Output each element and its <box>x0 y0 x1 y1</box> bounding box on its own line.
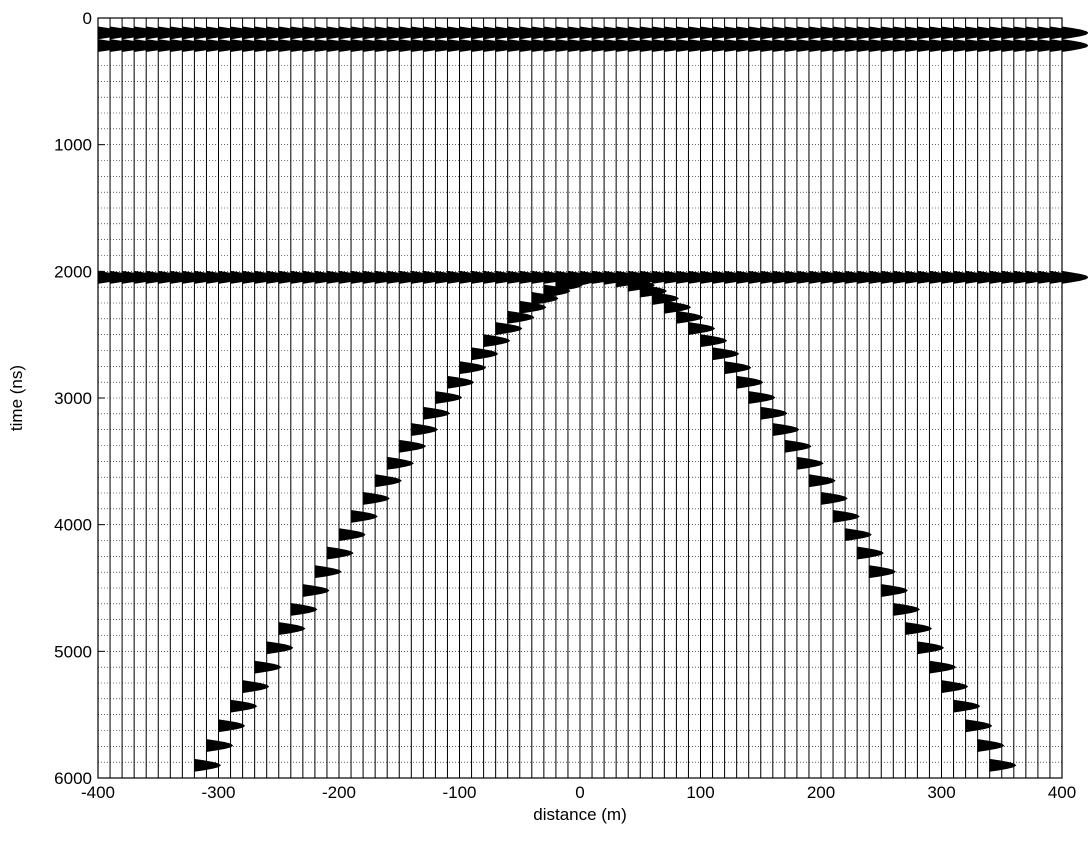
wavelet-fill <box>338 528 366 542</box>
wavelet-fill <box>326 546 354 560</box>
wavelet-fill <box>880 584 908 597</box>
x-tick-label: -200 <box>322 783 356 802</box>
wavelet-fill <box>495 322 523 335</box>
wavelet-fill <box>1061 26 1088 40</box>
y-tick-label: 0 <box>83 9 92 28</box>
wavelet-fill <box>989 758 1017 772</box>
wavelet-fill <box>398 439 426 453</box>
wavelet-fill <box>832 509 860 523</box>
wavelet-fill <box>254 660 282 674</box>
wavelet-fill <box>410 423 438 437</box>
y-tick-label: 6000 <box>54 769 92 788</box>
trace <box>989 18 1017 778</box>
wavelet-fill <box>471 347 499 361</box>
trace <box>350 18 378 778</box>
wavelet-fill <box>386 456 414 470</box>
wavelet-fill <box>772 423 800 437</box>
x-tick-label: -400 <box>81 783 115 802</box>
y-tick-label: 2000 <box>54 262 92 281</box>
wavelet-fill <box>206 739 234 752</box>
wavelet-fill <box>856 546 884 560</box>
wavelet-fill <box>242 680 270 694</box>
wavelet-fill <box>808 474 836 488</box>
wavelet-fill <box>977 739 1005 752</box>
wavelet-fill <box>278 622 306 636</box>
trace <box>868 18 896 778</box>
wavelet-fill <box>290 602 318 616</box>
x-tick-label: -100 <box>442 783 476 802</box>
x-tick-label: 200 <box>807 783 835 802</box>
wavelet-fill <box>784 439 812 453</box>
wavelet-fill <box>218 719 246 733</box>
trace <box>724 18 752 778</box>
trace <box>290 18 318 778</box>
wavelet-fill <box>892 602 920 616</box>
wavelet-fill <box>435 391 463 404</box>
wavelet-fill <box>736 375 764 389</box>
wavelet-fill <box>929 660 957 674</box>
y-tick-label: 3000 <box>54 389 92 408</box>
ticks: -400 -300 -200 -100 0 100 200 300 40001000200030… <box>54 9 1076 802</box>
wavelet-fill <box>700 334 728 348</box>
wavelet-fill <box>663 300 692 314</box>
wavelet-fill <box>1061 270 1088 284</box>
wavelet-fill <box>639 284 667 298</box>
wavelet-fill <box>676 310 704 324</box>
y-tick-label: 5000 <box>54 642 92 661</box>
wavelet-fill <box>459 361 487 375</box>
wavelet-fill <box>965 719 993 733</box>
wavelet-fill <box>748 391 776 404</box>
x-axis-label: distance (m) <box>533 805 627 824</box>
wavelet-fill <box>724 361 752 375</box>
wavelet-fill <box>447 375 475 389</box>
wavelet-fill <box>760 406 788 420</box>
x-tick-label: 100 <box>686 783 714 802</box>
wavelet-fill <box>941 680 969 694</box>
wavelet-fill <box>422 406 451 420</box>
wavelet-fill <box>1061 39 1088 53</box>
wavelet-fill <box>194 758 222 772</box>
wavelet-fill <box>651 291 679 305</box>
wavelet-fill <box>868 565 896 579</box>
wavelet-fill <box>796 456 824 470</box>
x-tick-label: 0 <box>575 783 584 802</box>
x-tick-label: 300 <box>927 783 955 802</box>
wavelet-fill <box>350 509 378 523</box>
trace <box>507 18 535 778</box>
wavelet-fill <box>844 528 872 542</box>
wavelet-fill <box>314 565 342 579</box>
wavelet-fill <box>688 322 716 335</box>
traces <box>97 18 1088 778</box>
y-tick-label: 4000 <box>54 516 92 535</box>
trace <box>483 18 511 778</box>
wavelet-fill <box>374 474 402 488</box>
wavelet-fill <box>953 699 981 713</box>
wavelet-fill <box>266 641 294 655</box>
wavelet-fill <box>483 334 511 348</box>
wavelet-fill <box>904 622 933 636</box>
y-tick-label: 1000 <box>54 136 92 155</box>
wavelet-fill <box>712 347 740 361</box>
wavelet-fill <box>507 310 535 324</box>
x-tick-label: 400 <box>1048 783 1076 802</box>
wavelet-fill <box>820 491 848 505</box>
wavelet-fill <box>917 641 945 655</box>
x-tick-label: -300 <box>201 783 235 802</box>
y-axis-label: time (ns) <box>7 365 26 431</box>
wavelet-fill <box>302 584 330 597</box>
wavelet-fill <box>230 699 258 713</box>
wavelet-fill <box>362 491 390 505</box>
